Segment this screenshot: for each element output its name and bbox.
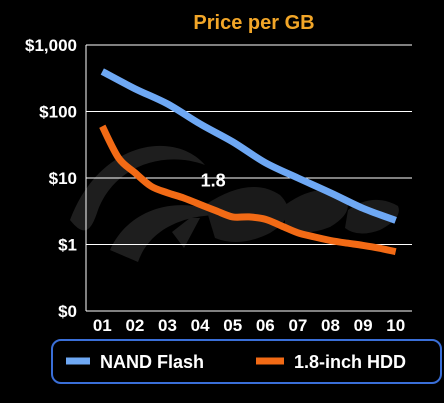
legend: NAND Flash 1.8-inch HDD [51,339,442,384]
x-tick-label-04: 04 [191,316,210,335]
annotation-0: 1.8 [201,170,226,190]
series-line-nand-flash [100,68,397,224]
x-tick-label-10: 10 [386,316,405,335]
x-tick-label-03: 03 [158,316,177,335]
x-axis: 01 02 03 04 05 06 07 08 09 10 [93,316,405,335]
x-tick-label-01: 01 [93,316,112,335]
series-line-1-8-inch-hdd [99,124,397,256]
x-tick-label-02: 02 [125,316,144,335]
y-axis: $1,000 $100 $10 $1 $0 [25,36,77,321]
x-tick-label-08: 08 [321,316,340,335]
y-tick-label-2: $10 [49,169,77,188]
legend-label-nand-flash: NAND Flash [100,352,204,372]
series-lines [99,68,397,256]
x-tick-label-09: 09 [354,316,373,335]
legend-label-hdd: 1.8-inch HDD [294,352,406,372]
chart-title: Price per GB [193,12,314,34]
y-tick-label-1: $100 [39,103,77,122]
x-tick-label-06: 06 [256,316,275,335]
y-tick-label-0: $1,000 [25,36,77,55]
legend-box [51,339,442,384]
y-tick-label-4: $0 [58,302,77,321]
x-tick-label-07: 07 [288,316,307,335]
y-tick-label-3: $1 [58,236,77,255]
x-tick-label-05: 05 [223,316,242,335]
annotations: 1.8 [201,170,226,190]
